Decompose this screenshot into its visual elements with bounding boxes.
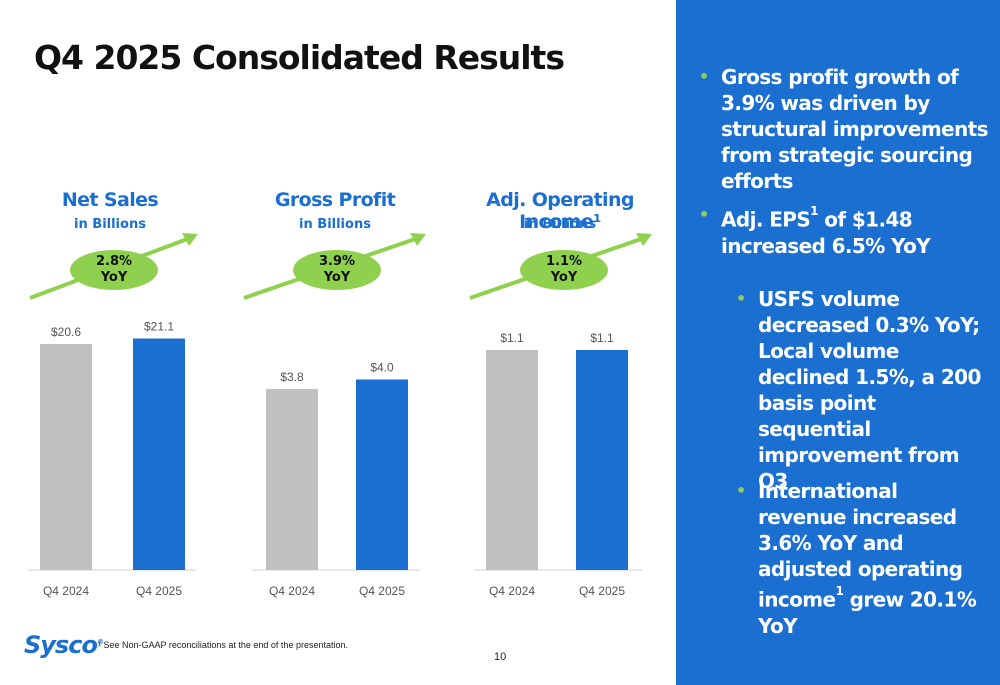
charts-area: $20.6 Q4 2024 $21.1 Q4 2025 $3.8 Q4 2024 $4.0 Q… (28, 233, 652, 598)
highlight-text: of $1.48 increased 6.5% YoY (721, 207, 931, 258)
bar-adj-operating-income-0 (486, 350, 538, 570)
data-label-net-sales-0: $20.6 (51, 325, 81, 339)
yoy-badge-label: YoY (550, 270, 578, 285)
highlight-text: International revenue increased 3.6% YoY… (758, 479, 963, 612)
tick-label-adj-operating-income-1: Q4 2025 (579, 584, 625, 598)
bullet-dot-icon: • (699, 67, 709, 86)
footnote-marker: 1 (810, 204, 818, 218)
yoy-badge-pct: 1.1% (545, 254, 583, 269)
data-label-gross-profit-1: $4.0 (370, 360, 394, 374)
chart-title-gross-profit: Gross Profit (274, 189, 396, 211)
highlights-panel: • Gross profit growth of 3.9% was driven… (676, 0, 1000, 685)
footnote-marker: 1 (835, 584, 844, 598)
bar-adj-operating-income-1 (576, 350, 628, 570)
highlight-bullet-adj-eps: • Adj. EPS1 of $1.48 increased 6.5% YoY (699, 202, 989, 259)
bullet-dot-icon: • (736, 481, 746, 500)
logo-text: Sysco (24, 631, 98, 659)
slide-title: Q4 2025 Consolidated Results (34, 38, 565, 77)
logo-mark: ® (96, 638, 104, 646)
data-label-gross-profit-0: $3.8 (280, 370, 304, 384)
highlight-subbullet-international: • International revenue increased 3.6% Y… (736, 478, 990, 639)
sysco-logo: Sysco® (24, 631, 104, 659)
highlight-text: Adj. EPS (721, 207, 811, 232)
chart-subtitle-adj-operating-income: in Billions (524, 217, 596, 232)
bar-gross-profit-0 (266, 389, 318, 570)
chart-title-adj-operating-income: Adj. Operating Income¹ (486, 189, 634, 233)
data-label-adj-operating-income-0: $1.1 (500, 331, 524, 345)
highlight-bullet-gross-profit: • Gross profit growth of 3.9% was driven… (699, 64, 989, 194)
tick-label-adj-operating-income-0: Q4 2024 (489, 584, 535, 598)
bar-gross-profit-1 (356, 379, 408, 570)
highlight-text: Gross profit growth of 3.9% was driven b… (721, 65, 989, 193)
yoy-badge-pct: 3.9% (318, 254, 356, 269)
yoy-badge-pct: 2.8% (95, 254, 133, 269)
highlight-text: USFS volume decreased 0.3% YoY; Local vo… (758, 287, 981, 493)
bullet-dot-icon: • (699, 205, 709, 224)
chart-subtitle-gross-profit: in Billions (299, 217, 371, 232)
bar-net-sales-0 (40, 344, 92, 570)
chart-subtitle-net-sales: in Billions (74, 217, 146, 232)
highlight-subbullet-volume: • USFS volume decreased 0.3% YoY; Local … (736, 286, 990, 494)
footnote: ¹ See Non-GAAP reconciliations at the en… (98, 640, 348, 650)
yoy-badge-net-sales: 2.8% YoY (70, 250, 158, 290)
data-label-net-sales-1: $21.1 (144, 320, 174, 334)
yoy-badge-label: YoY (323, 270, 351, 285)
yoy-badge-label: YoY (100, 270, 128, 285)
yoy-badge-gross-profit: 3.9% YoY (293, 250, 381, 290)
tick-label-gross-profit-0: Q4 2024 (269, 584, 315, 598)
data-label-adj-operating-income-1: $1.1 (590, 331, 614, 345)
tick-label-net-sales-0: Q4 2024 (43, 584, 89, 598)
tick-label-net-sales-1: Q4 2025 (136, 584, 182, 598)
bullet-dot-icon: • (736, 289, 746, 308)
chart-title-net-sales: Net Sales (61, 189, 159, 211)
yoy-badge-adj-operating-income: 1.1% YoY (520, 250, 608, 290)
bar-net-sales-1 (133, 338, 185, 570)
page-number: 10 (494, 651, 507, 663)
tick-label-gross-profit-1: Q4 2025 (359, 584, 405, 598)
highlight-text: grew 20.1% YoY (758, 587, 977, 638)
